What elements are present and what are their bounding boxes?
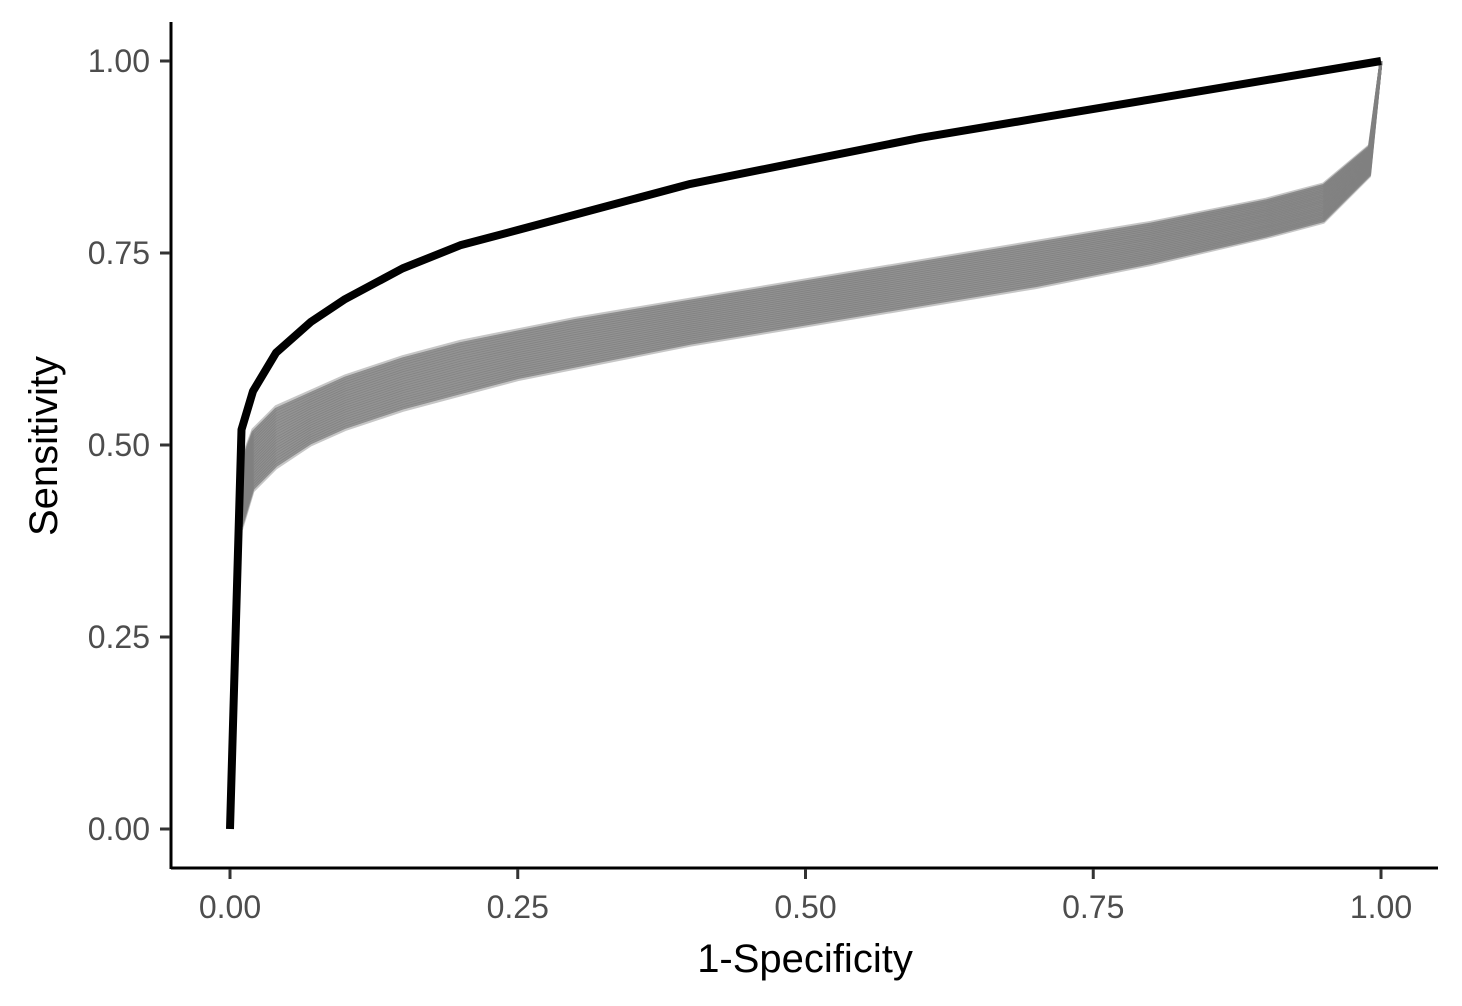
simulated-curve xyxy=(240,60,1383,515)
simulated-curve xyxy=(240,60,1383,482)
simulated-curve xyxy=(240,60,1383,509)
simulated-curves-layer xyxy=(240,60,1383,530)
x-tick-label: 0.25 xyxy=(487,889,549,925)
x-tick-label: 1.00 xyxy=(1350,889,1412,925)
y-tick-label: 1.00 xyxy=(88,43,150,79)
x-tick-label: 0.00 xyxy=(199,889,261,925)
simulated-curve xyxy=(240,60,1383,479)
x-tick-label: 0.75 xyxy=(1062,889,1124,925)
x-axis-title: 1-Specificity xyxy=(697,937,913,981)
y-tick-label: 0.50 xyxy=(88,427,150,463)
reference-roc-curve xyxy=(226,57,1382,830)
simulated-curve xyxy=(240,60,1383,461)
simulated-curve xyxy=(240,60,1383,524)
simulated-curve xyxy=(240,60,1383,506)
axes xyxy=(169,22,1438,870)
simulated-curve xyxy=(240,60,1383,512)
reference-curve-layer xyxy=(226,57,1382,830)
simulated-curve xyxy=(240,60,1383,497)
y-axis-title: Sensitivity xyxy=(22,356,66,536)
x-tick-label: 0.50 xyxy=(774,889,836,925)
ticks: 0.00 0.25 0.50 0.75 1.00 0.00 0.25 0.50 0.75 1.00 xyxy=(88,43,1412,925)
simulated-curve xyxy=(240,60,1383,473)
simulated-curve xyxy=(240,60,1383,488)
simulated-curve xyxy=(240,60,1383,491)
simulated-curve xyxy=(240,60,1383,518)
simulated-curve xyxy=(240,60,1383,521)
simulated-curve xyxy=(240,60,1383,527)
simulated-curve xyxy=(240,60,1383,485)
y-tick-label: 0.25 xyxy=(88,619,150,655)
simulated-curve xyxy=(240,60,1383,470)
simulated-curve xyxy=(240,60,1383,500)
simulated-curve xyxy=(240,60,1383,476)
simulated-curve xyxy=(240,60,1383,464)
y-tick-label: 0.75 xyxy=(88,235,150,271)
simulated-curve xyxy=(240,60,1383,494)
simulated-curve xyxy=(240,60,1383,503)
simulated-curve xyxy=(240,60,1383,467)
simulated-curve xyxy=(240,60,1383,530)
y-tick-label: 0.00 xyxy=(88,811,150,847)
